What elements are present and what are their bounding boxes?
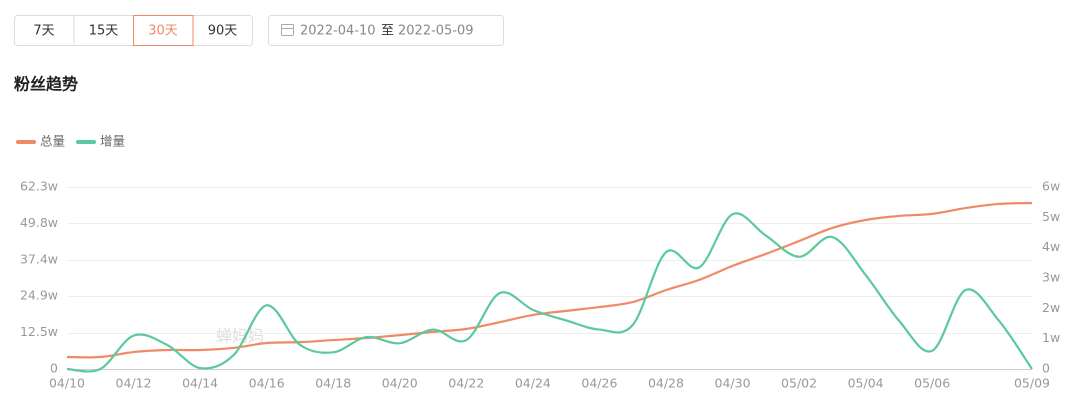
date-sep: 至 [381, 24, 394, 39]
range-button[interactable]: 15天 [89, 24, 119, 39]
y-tick-label: 49.8w [20, 215, 58, 230]
x-tick-label: 05/04 [848, 376, 884, 391]
y-tick-label: 37.4w [20, 251, 58, 266]
y2-tick-label: 6w [1042, 179, 1060, 194]
watermark: 蝉妈妈 [216, 327, 264, 346]
x-tick-label: 04/26 [581, 376, 617, 391]
x-tick-label: 04/18 [315, 376, 351, 391]
range-button[interactable]: 30天 [148, 24, 178, 39]
x-tick-label: 04/16 [249, 376, 285, 391]
x-tick-label: 04/30 [715, 376, 751, 391]
range-button[interactable]: 7天 [33, 24, 54, 39]
y2-tick-label: 1w [1042, 330, 1060, 345]
y2-tick-label: 5w [1042, 209, 1060, 224]
date-box[interactable] [268, 15, 504, 46]
series-line [66, 212, 1033, 373]
date-end: 2022-05-09 [398, 24, 474, 39]
legend-label[interactable]: 总量 [40, 134, 65, 149]
y-tick-label: 12.5w [20, 324, 58, 339]
y2-tick-label: 2w [1042, 300, 1060, 315]
x-tick-label: 04/12 [116, 376, 152, 391]
range-button[interactable]: 90天 [208, 24, 238, 39]
calendar-icon [281, 24, 294, 36]
y-tick-label: 62.3w [20, 179, 58, 194]
x-tick-label: 04/22 [448, 376, 484, 391]
x-tick-label: 04/10 [49, 376, 85, 391]
y2-tick-label: 4w [1042, 239, 1060, 254]
x-tick-label: 04/28 [648, 376, 684, 391]
x-tick-label: 05/06 [914, 376, 950, 391]
y2-tick-label: 0 [1042, 361, 1050, 376]
y-tick-label: 24.9w [20, 288, 58, 303]
y-tick-label: 0 [50, 361, 58, 376]
x-tick-label: 04/14 [182, 376, 218, 391]
x-tick-label: 04/24 [515, 376, 551, 391]
date-start: 2022-04-10 [300, 24, 376, 39]
series-line [66, 201, 1033, 359]
legend-label[interactable]: 增量 [100, 134, 125, 149]
x-tick-label: 05/02 [781, 376, 817, 391]
y2-tick-label: 3w [1042, 270, 1060, 285]
x-tick-label: 05/09 [1014, 376, 1050, 391]
section-title: 粉丝趋势 [14, 75, 78, 94]
range-button-active[interactable] [133, 15, 194, 46]
x-tick-label: 04/20 [382, 376, 418, 391]
